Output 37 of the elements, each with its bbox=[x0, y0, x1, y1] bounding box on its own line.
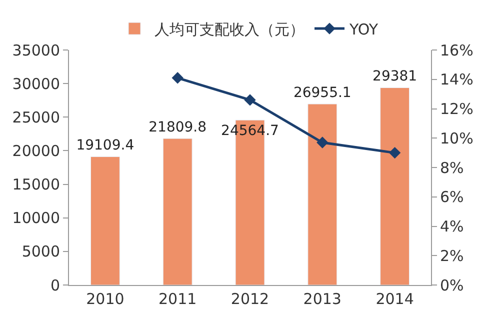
y2-tick-label: 16% bbox=[440, 41, 474, 60]
x-tick-label: 2012 bbox=[230, 290, 270, 308]
data-label: 24564.7 bbox=[221, 123, 279, 140]
y-tick-label: 20000 bbox=[12, 142, 60, 160]
y2-tick-label: 12% bbox=[440, 100, 474, 118]
x-tick-label: 2014 bbox=[376, 290, 414, 308]
y2-tick-label: 14% bbox=[440, 70, 474, 89]
y-tick-label: 10000 bbox=[12, 209, 60, 228]
x-tick-label: 2011 bbox=[158, 290, 197, 308]
x-tick-label: 2010 bbox=[86, 290, 124, 308]
y2-tick-label: 4% bbox=[440, 218, 464, 236]
data-label: 21809.8 bbox=[148, 120, 207, 136]
point bbox=[172, 72, 184, 84]
point bbox=[316, 136, 328, 148]
y-tick-label: 30000 bbox=[12, 74, 60, 93]
y-tick-label: 25000 bbox=[12, 108, 60, 126]
point bbox=[388, 146, 401, 159]
y2-tick-label: 8% bbox=[440, 158, 464, 177]
y2-tick-label: 2% bbox=[440, 246, 464, 265]
point bbox=[244, 94, 256, 106]
y-tick-label: 35000 bbox=[12, 41, 60, 60]
data-label: 26955.1 bbox=[293, 85, 352, 102]
bar bbox=[380, 87, 410, 285]
x-tick-label: 2013 bbox=[303, 290, 342, 308]
bar bbox=[162, 138, 192, 285]
y-tick-label: 15000 bbox=[12, 176, 60, 194]
y2-tick-label: 0% bbox=[440, 276, 464, 294]
legend-label: 人均可支配收入（元） bbox=[154, 20, 304, 38]
data-label: 29381 bbox=[372, 68, 418, 85]
y2-tick-label: 10% bbox=[440, 129, 474, 148]
bar bbox=[308, 104, 338, 285]
bar bbox=[90, 156, 120, 285]
data-label: 19109.4 bbox=[76, 138, 134, 154]
legend-label: YOY bbox=[348, 20, 379, 38]
y2-tick-label: 6% bbox=[440, 188, 464, 206]
y-tick-label: 5000 bbox=[22, 242, 60, 261]
y-tick-label: 0 bbox=[50, 276, 60, 294]
